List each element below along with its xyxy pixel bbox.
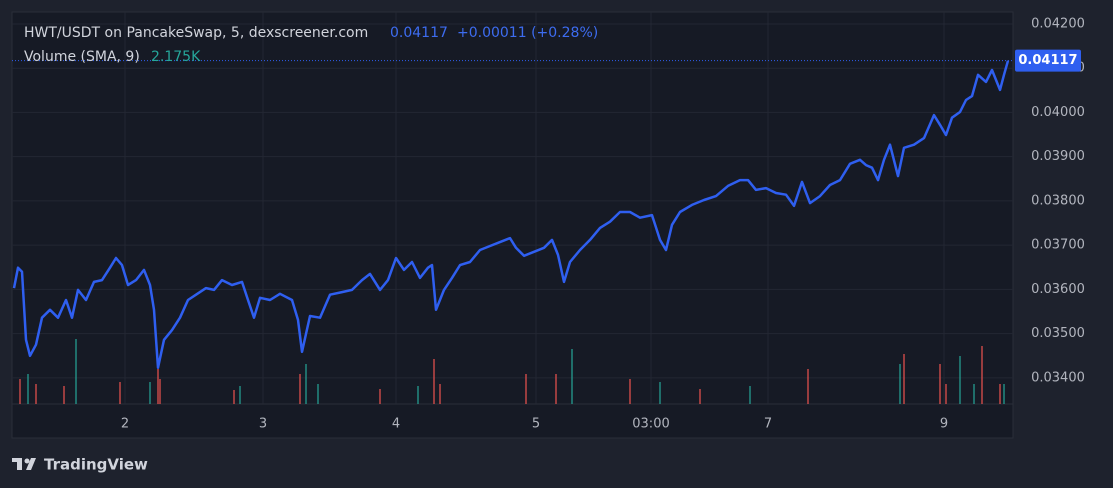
logo-part: [26, 458, 36, 470]
volume-bar: [149, 382, 151, 404]
logo-part: [24, 458, 30, 464]
x-tick-label: 5: [532, 417, 540, 432]
volume-bar: [159, 379, 161, 404]
brand-logo: [12, 458, 36, 470]
volume-bar: [27, 374, 29, 404]
volume-bar: [19, 379, 21, 404]
y-tick-label: 0.03500: [1031, 326, 1085, 341]
volume-label: Volume (SMA, 9): [24, 49, 140, 65]
volume-bar: [1003, 384, 1005, 404]
volume-bar: [525, 374, 527, 404]
x-tick-label: 3: [259, 417, 267, 432]
axes: 0.03400 0.03500 0.03600 0.03700 0.03800 0.039…: [121, 16, 1085, 431]
volume-bar: [433, 359, 435, 404]
logo-part: [17, 458, 22, 470]
volume-bar: [981, 346, 983, 404]
price-pane: [12, 60, 1013, 369]
volume-bar: [959, 356, 961, 404]
grid: [12, 12, 1013, 404]
volume-bar: [233, 390, 235, 404]
volume-bar: [157, 369, 159, 404]
price-change: +0.00011 (+0.28%): [457, 25, 598, 41]
x-tick-label: 4: [392, 417, 400, 432]
volume-pane: [19, 339, 1005, 404]
volume-bar: [555, 374, 557, 404]
volume-bar: [903, 354, 905, 404]
volume-bar: [899, 364, 901, 404]
x-tick-label: 9: [940, 417, 948, 432]
volume-bar: [75, 339, 77, 404]
volume-bar: [35, 384, 37, 404]
volume-bar: [807, 369, 809, 404]
volume-bar: [63, 386, 65, 404]
volume-bar: [749, 386, 751, 404]
volume-bar: [299, 374, 301, 404]
volume-bar: [119, 382, 121, 404]
plot-area: [11, 11, 1014, 439]
volume-value: 2.175K: [151, 49, 201, 65]
chart-title: HWT/USDT on PancakeSwap, 5, dexscreener.…: [24, 25, 368, 41]
y-tick-label: 0.04000: [1031, 105, 1085, 120]
y-tick-label: 0.03700: [1031, 238, 1085, 253]
volume-bar: [973, 384, 975, 404]
x-tick-label: 03:00: [632, 417, 669, 432]
brand: TradingView: [44, 456, 148, 474]
y-tick-label: 0.03900: [1031, 149, 1085, 164]
y-tick-label: 0.04200: [1031, 16, 1085, 31]
volume-bar: [629, 379, 631, 404]
volume-bar: [317, 384, 319, 404]
volume-bar: [945, 384, 947, 404]
volume-bar: [699, 389, 701, 404]
volume-bar: [999, 384, 1001, 404]
volume-bar: [379, 389, 381, 404]
volume-bar: [659, 382, 661, 404]
volume-bar: [571, 349, 573, 404]
volume-bar: [305, 364, 307, 404]
x-tick-label: 7: [764, 417, 772, 432]
volume-bar: [439, 384, 441, 404]
y-tick-label: 0.03400: [1031, 370, 1085, 385]
last-price: 0.04117: [390, 25, 448, 41]
volume-bar: [417, 386, 419, 404]
volume-bar: [939, 364, 941, 404]
volume-bar: [239, 386, 241, 404]
y-tick-label: 0.03800: [1031, 193, 1085, 208]
x-tick-label: 2: [121, 417, 129, 432]
price-line: [12, 60, 1010, 369]
last-price-tag-label: 0.04117: [1018, 53, 1077, 68]
y-tick-label: 0.03600: [1031, 282, 1085, 297]
last-price-tag: [1015, 49, 1081, 72]
